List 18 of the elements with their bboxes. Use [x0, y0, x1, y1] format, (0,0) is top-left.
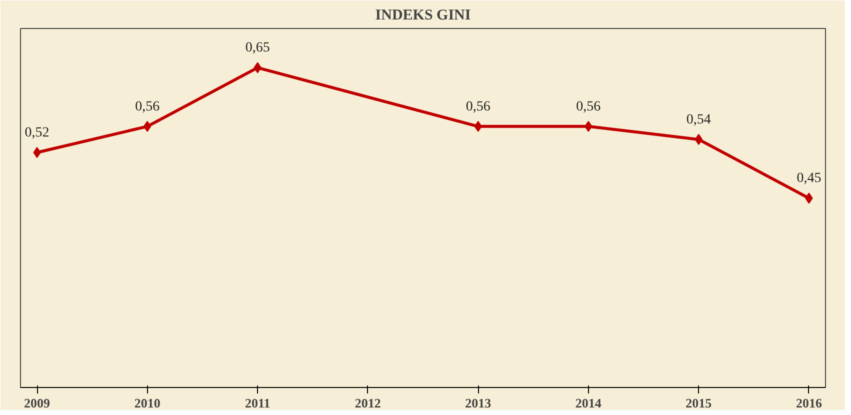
- chart-title: INDEKS GINI: [375, 8, 471, 24]
- data-label: 0,56: [576, 99, 601, 114]
- x-tick-label: 2014: [575, 396, 602, 410]
- x-tick-label: 2011: [244, 396, 270, 410]
- x-tick-label: 2016: [796, 396, 822, 410]
- x-tick-label: 2012: [354, 396, 381, 410]
- x-tick-label: 2013: [465, 396, 492, 410]
- data-label: 0,54: [686, 112, 711, 128]
- data-label: 0,56: [135, 99, 160, 114]
- point: [143, 120, 152, 132]
- x-tick-label: 2009: [24, 396, 51, 410]
- data-label: 0,45: [796, 171, 822, 186]
- point: [694, 134, 703, 145]
- x-tick-label: 2010: [134, 396, 160, 410]
- data-label: 0,65: [245, 40, 270, 56]
- data-label: 0,52: [24, 126, 50, 141]
- data-label: 0,56: [466, 99, 490, 114]
- x-tick-label: 2015: [686, 396, 712, 410]
